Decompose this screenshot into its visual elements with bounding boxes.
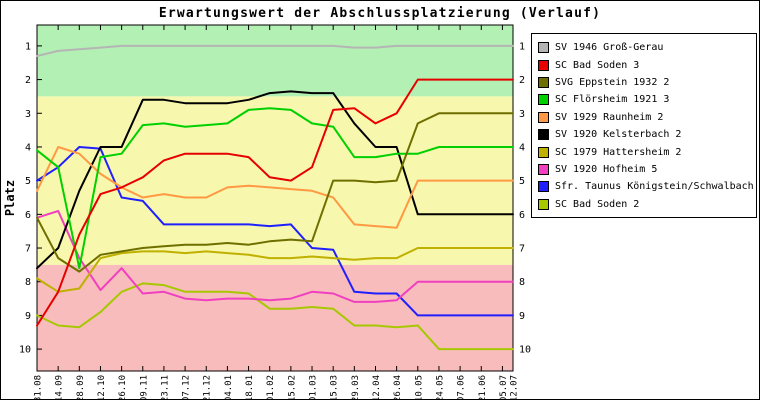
x-tick-label: 28.09 bbox=[76, 375, 86, 400]
legend-color-swatch-sc-bad-soden-3 bbox=[538, 59, 549, 71]
x-tick-label: 07.06 bbox=[457, 375, 467, 400]
legend-label: SC Bad Soden 2 bbox=[555, 198, 640, 210]
x-tick-label: 15.03 bbox=[330, 375, 340, 400]
x-tick-label: 12.10 bbox=[97, 375, 107, 400]
x-tick-label: 24.05 bbox=[436, 375, 446, 400]
plot-frame bbox=[36, 24, 514, 372]
x-tick-label: 01.02 bbox=[266, 375, 276, 400]
legend-item: SV 1946 Groß-Gerau bbox=[538, 39, 752, 56]
x-tick-label: 14.09 bbox=[55, 375, 65, 400]
chart-title: Erwartungswert der Abschlussplatzierung … bbox=[158, 6, 602, 21]
y-axis-label: Platz bbox=[3, 180, 17, 216]
legend-label: SV 1946 Groß-Gerau bbox=[555, 42, 664, 54]
legend-item: SVG Eppstein 1932 2 bbox=[538, 74, 752, 91]
y-tick-label-right: 6 bbox=[519, 210, 525, 221]
y-tick-label-right: 2 bbox=[519, 75, 525, 86]
series-line-sv-1946-gro-gerau bbox=[36, 44, 514, 57]
legend-label: SC Flörsheim 1921 3 bbox=[555, 94, 670, 106]
y-tick-label-left: 9 bbox=[25, 311, 31, 322]
x-tick-label: 05.07 bbox=[499, 375, 509, 400]
y-tick-label-right: 7 bbox=[519, 244, 525, 255]
x-tick-label: 26.10 bbox=[118, 375, 128, 400]
series-line-sc-bad-soden-3 bbox=[36, 78, 514, 327]
legend-color-swatch-sv-1920-kelsterbach-2 bbox=[538, 129, 549, 141]
x-tick-label: 21.12 bbox=[203, 375, 213, 400]
x-tick-label: 29.03 bbox=[351, 375, 361, 400]
legend-item: SC Flörsheim 1921 3 bbox=[538, 91, 752, 108]
legend-color-swatch-sv-1946-gro-gerau bbox=[538, 42, 549, 54]
legend-label: SV 1929 Raunheim 2 bbox=[555, 111, 664, 123]
legend-box: SV 1946 Groß-Gerau SC Bad Soden 3 SVG Epps… bbox=[531, 33, 757, 218]
y-tick-label-left: 8 bbox=[25, 277, 31, 288]
x-tick-label: 21.06 bbox=[478, 375, 488, 400]
legend-color-swatch-sv-1920-hofheim-5 bbox=[538, 163, 549, 175]
x-tick-label: 31.08 bbox=[34, 375, 44, 400]
legend-color-swatch-sc-bad-soden-2 bbox=[538, 198, 549, 210]
x-tick-label: 10.05 bbox=[414, 375, 424, 400]
legend-color-swatch-svg-eppstein-1932-2 bbox=[538, 76, 549, 88]
legend-label: SC Bad Soden 3 bbox=[555, 59, 640, 71]
y-tick-label-right: 4 bbox=[519, 142, 525, 153]
legend-color-swatch-sc-1979-hattersheim-2 bbox=[538, 146, 549, 158]
y-tick-label-right: 9 bbox=[519, 311, 525, 322]
legend-item: SC Bad Soden 3 bbox=[538, 56, 752, 73]
x-tick-label: 07.12 bbox=[182, 375, 192, 400]
legend-color-swatch-sc-fl-rsheim-1921-3 bbox=[538, 94, 549, 106]
zone-top-green bbox=[37, 25, 513, 97]
legend-item: SV 1920 Hofheim 5 bbox=[538, 161, 752, 178]
y-tick-label-left: 3 bbox=[25, 109, 31, 120]
x-tick-label: 09.11 bbox=[139, 375, 149, 400]
legend-item: SC Bad Soden 2 bbox=[538, 196, 752, 213]
y-tick-label-right: 1 bbox=[519, 41, 525, 52]
y-tick-label-left: 7 bbox=[25, 244, 31, 255]
legend-item: Sfr. Taunus Königstein/Schwalbach bbox=[538, 178, 754, 195]
y-tick-label-left: 10 bbox=[19, 345, 31, 356]
series-line-sc-bad-soden-2 bbox=[36, 282, 514, 351]
series-line-sv-1920-hofheim-5 bbox=[36, 210, 514, 303]
legend-label: SV 1920 Kelsterbach 2 bbox=[555, 129, 682, 141]
y-tick-label-left: 1 bbox=[25, 41, 31, 52]
x-tick-label: 23.11 bbox=[160, 375, 170, 400]
y-tick-label-right: 10 bbox=[519, 345, 531, 356]
x-tick-label: 12.07 bbox=[510, 375, 520, 400]
y-tick-label-left: 6 bbox=[25, 210, 31, 221]
legend-item: SC 1979 Hattersheim 2 bbox=[538, 143, 752, 160]
y-tick-label-right: 3 bbox=[519, 109, 525, 120]
legend-label: SV 1920 Hofheim 5 bbox=[555, 163, 658, 175]
series-line-sc-fl-rsheim-1921-3 bbox=[36, 107, 514, 270]
legend-label: SC 1979 Hattersheim 2 bbox=[555, 146, 682, 158]
x-tick-label: 12.04 bbox=[372, 375, 382, 400]
x-tick-label: 15.02 bbox=[287, 375, 297, 400]
y-tick-label-right: 8 bbox=[519, 277, 525, 288]
series-line-svg-eppstein-1932-2 bbox=[36, 112, 514, 273]
legend-label: Sfr. Taunus Königstein/Schwalbach bbox=[555, 181, 754, 193]
y-tick-label-right: 5 bbox=[519, 176, 525, 187]
x-tick-label: 01.03 bbox=[309, 375, 319, 400]
series-line-sc-1979-hattersheim-2 bbox=[36, 247, 514, 293]
x-tick-label: 26.04 bbox=[393, 375, 403, 400]
y-tick-label-left: 4 bbox=[25, 142, 31, 153]
legend-label: SVG Eppstein 1932 2 bbox=[555, 76, 670, 88]
series-line-sv-1920-kelsterbach-2 bbox=[36, 90, 514, 270]
legend-item: SV 1920 Kelsterbach 2 bbox=[538, 126, 752, 143]
y-tick-label-left: 2 bbox=[25, 75, 31, 86]
x-tick-label: 04.01 bbox=[224, 375, 234, 400]
legend-color-swatch-sfr-taunus-k-nigstein-schwalbach bbox=[538, 181, 549, 193]
series-line-sv-1929-raunheim-2 bbox=[36, 146, 514, 229]
y-tick-label-left: 5 bbox=[25, 176, 31, 187]
legend-item: SV 1929 Raunheim 2 bbox=[538, 109, 752, 126]
legend-color-swatch-sv-1929-raunheim-2 bbox=[538, 111, 549, 123]
x-tick-label: 18.01 bbox=[245, 375, 255, 400]
